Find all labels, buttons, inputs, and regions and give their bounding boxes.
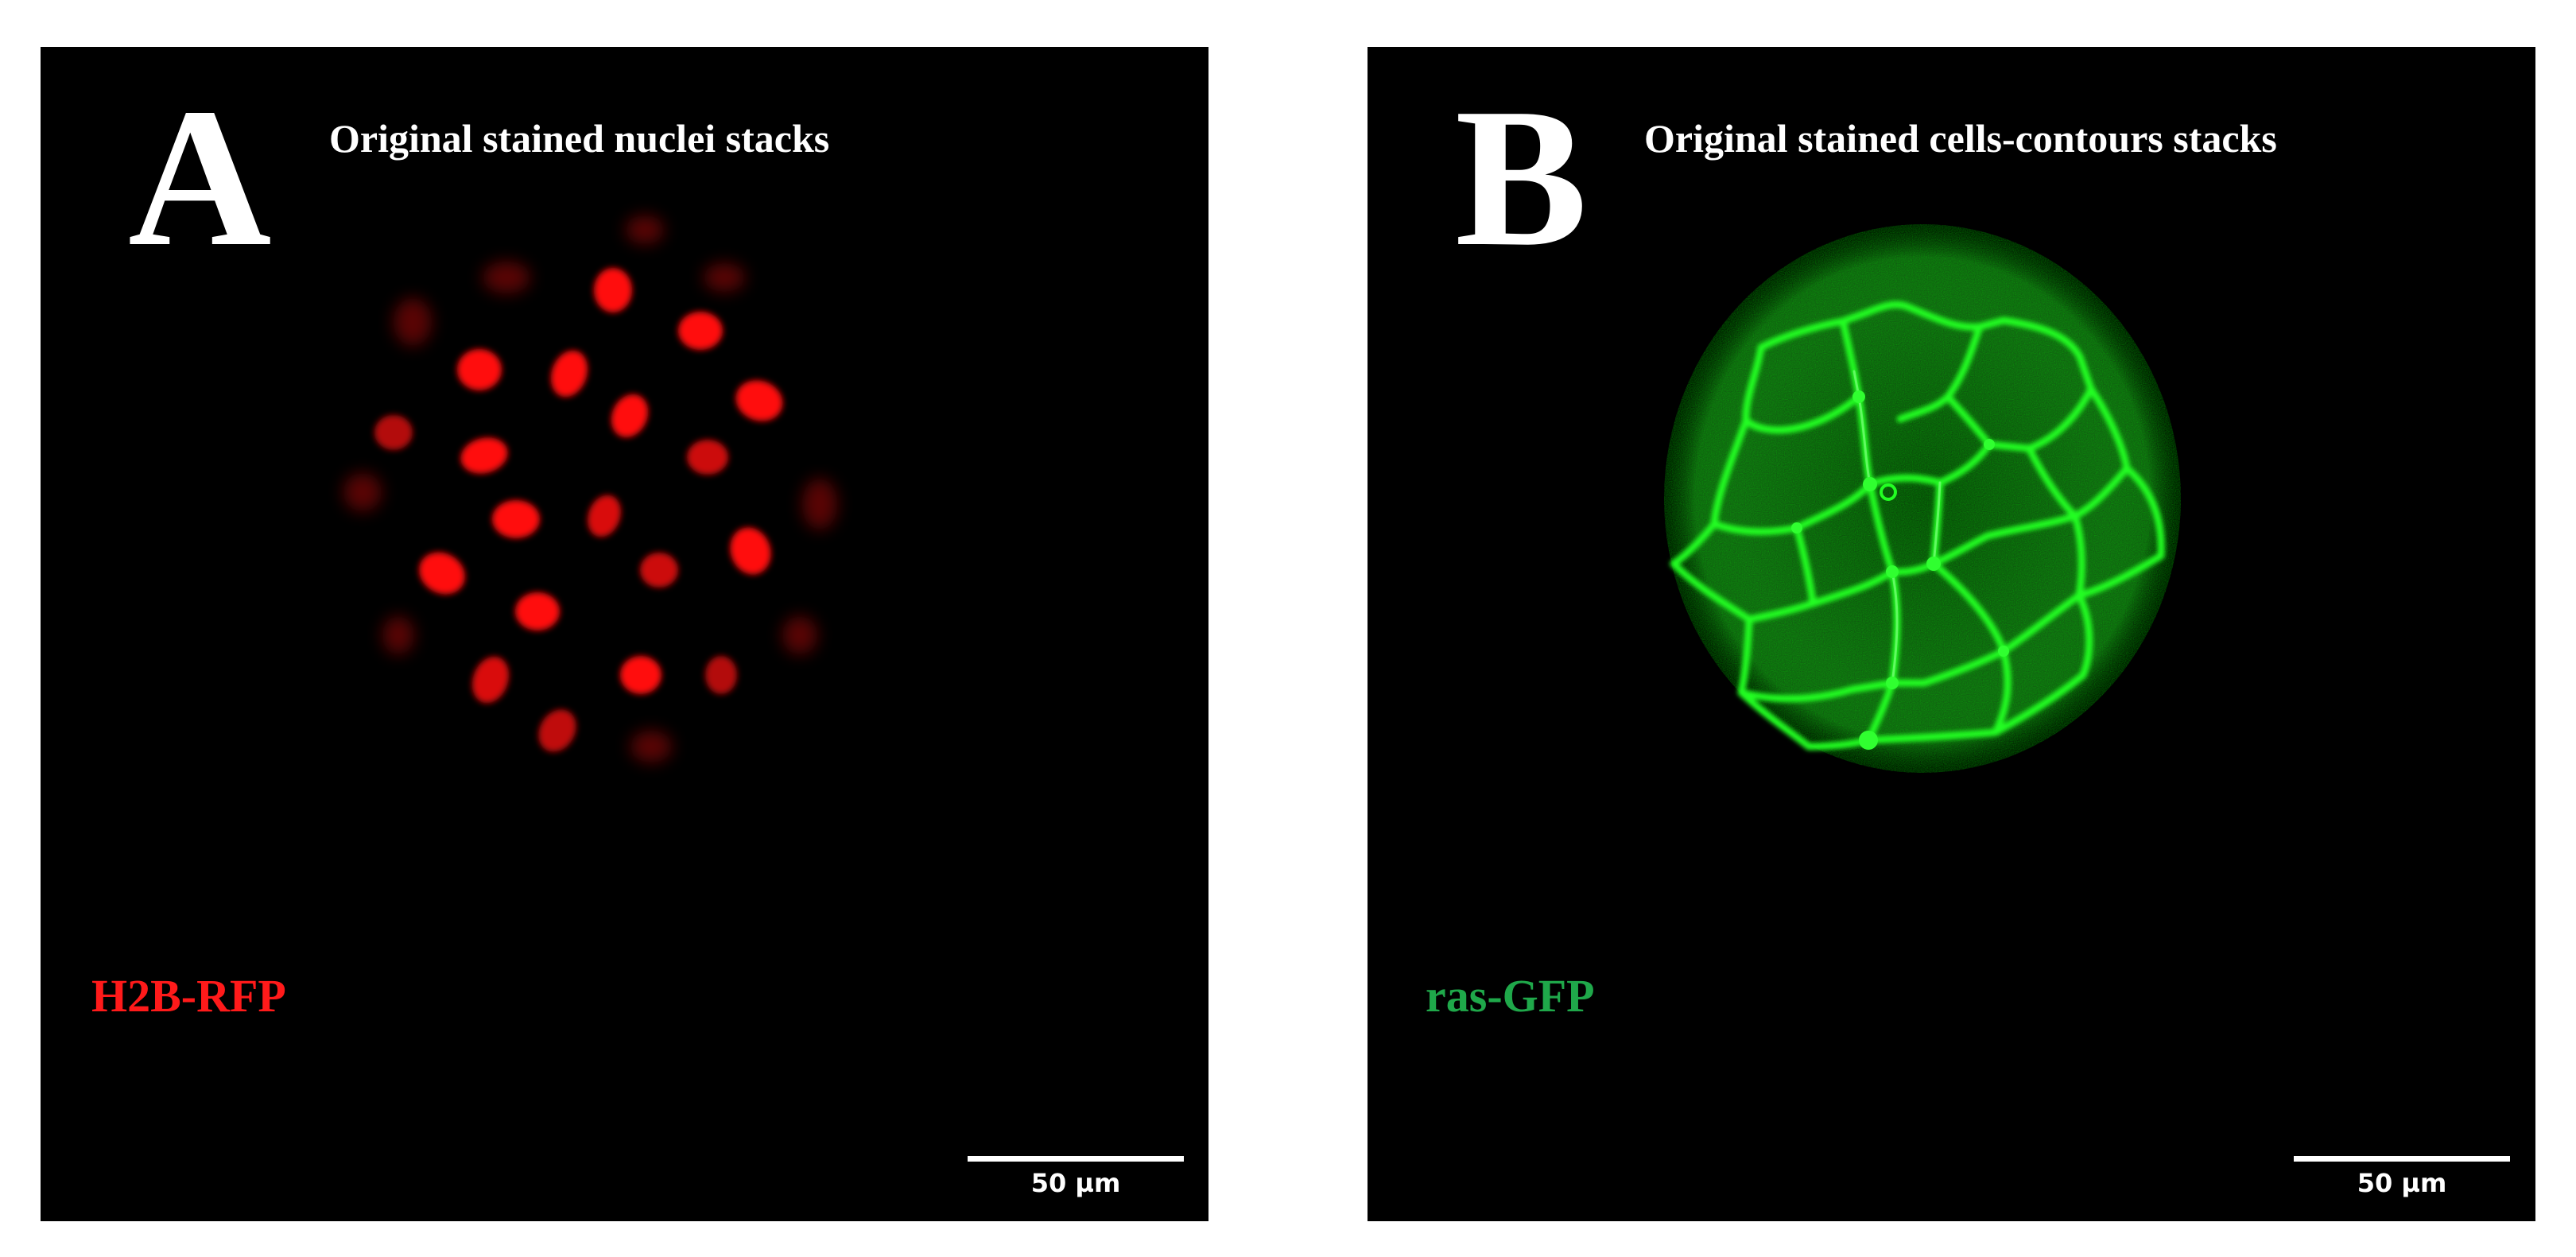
membrane xyxy=(1930,560,2008,655)
nucleus xyxy=(471,656,510,704)
nucleus xyxy=(588,495,621,537)
stain-label: H2B-RFP xyxy=(91,970,286,1022)
nucleus xyxy=(419,552,465,595)
nucleus xyxy=(515,592,560,630)
membrane xyxy=(1737,615,1753,696)
scale-bar-label: 50 µm xyxy=(2357,1168,2447,1198)
nucleus xyxy=(687,440,728,475)
nucleus xyxy=(374,415,413,450)
membrane xyxy=(1742,343,1765,425)
membrane xyxy=(2087,385,2131,472)
nucleus xyxy=(705,656,737,694)
nucleus xyxy=(550,350,588,398)
faint-nucleus xyxy=(802,479,837,530)
membrane xyxy=(2123,464,2165,560)
faint-nucleus xyxy=(394,298,432,346)
membrane xyxy=(2071,464,2131,520)
panel-title: Original stained nuclei stacks xyxy=(329,116,830,161)
panel-letter: B xyxy=(1455,68,1588,288)
stain-label: ras-GFP xyxy=(1426,970,1595,1022)
scale-bar-label: 50 µm xyxy=(1030,1168,1121,1198)
membrane xyxy=(1992,671,2087,736)
membrane-vesicle xyxy=(1880,483,1897,501)
membrane xyxy=(2000,592,2083,655)
scale-bar xyxy=(968,1156,1184,1162)
membrane-micrograph xyxy=(1664,224,2181,773)
membrane-highlight xyxy=(1932,481,1942,565)
nucleus xyxy=(492,500,540,538)
membrane xyxy=(1793,480,1874,532)
membrane xyxy=(1670,560,1753,623)
membrane xyxy=(1930,512,2079,568)
membrane xyxy=(1992,647,2012,736)
nucleus xyxy=(620,656,661,694)
cell-membranes xyxy=(1670,301,2165,751)
junction xyxy=(1886,565,1899,578)
membrane xyxy=(2075,552,2165,599)
panel-letter: A xyxy=(128,68,272,288)
junction xyxy=(1984,439,1995,450)
nucleus xyxy=(735,380,783,421)
faint-nucleus xyxy=(343,473,382,511)
nucleus xyxy=(460,437,508,474)
membrane xyxy=(1866,480,1896,576)
junction xyxy=(1859,731,1878,750)
nucleus xyxy=(538,709,576,752)
nuclei-group xyxy=(374,268,783,752)
nucleus xyxy=(730,527,771,575)
membrane xyxy=(2000,316,2095,393)
junction xyxy=(1886,677,1899,689)
junction xyxy=(1998,646,2009,657)
membrane xyxy=(1793,524,1817,607)
junction xyxy=(1863,477,1877,491)
membrane xyxy=(1888,647,2008,687)
junction xyxy=(1791,522,1802,533)
nucleus xyxy=(678,312,723,350)
nucleus xyxy=(640,553,678,588)
nuclei-micrograph xyxy=(343,215,837,762)
faint-nucleus xyxy=(483,262,530,293)
nucleus xyxy=(611,394,649,438)
membrane-junctions xyxy=(1791,390,2009,750)
membrane xyxy=(2025,444,2079,520)
membrane xyxy=(1745,599,1817,623)
membrane xyxy=(2071,512,2085,599)
faint-nuclei-group xyxy=(343,215,837,762)
embryo-grain xyxy=(1664,224,2181,773)
faint-nucleus xyxy=(782,616,817,654)
membrane xyxy=(1710,520,1801,536)
nucleus xyxy=(457,349,502,390)
membrane xyxy=(1710,417,1750,528)
membrane xyxy=(1670,520,1718,568)
faint-nucleus xyxy=(382,616,414,654)
faint-nucleus xyxy=(630,731,672,762)
faint-nucleus xyxy=(626,215,664,244)
nucleus xyxy=(594,268,632,312)
junction xyxy=(1852,390,1865,403)
membrane xyxy=(1864,728,2000,744)
panel-b: B Original stained cells-contours stacks… xyxy=(1368,47,2535,1221)
panel-title: Original stained cells-contours stacks xyxy=(1644,116,2277,161)
junction xyxy=(1926,557,1941,571)
panel-a: A Original stained nuclei stacks H2B-RFP… xyxy=(41,47,1208,1221)
membrane xyxy=(1737,679,1896,703)
membrane-highlight xyxy=(1891,570,1899,685)
scale-bar xyxy=(2294,1156,2510,1162)
membrane xyxy=(1859,301,2008,331)
membrane xyxy=(1742,393,1863,434)
membrane xyxy=(2075,592,2093,679)
faint-nucleus xyxy=(704,263,745,292)
membrane xyxy=(1809,568,1896,607)
membrane xyxy=(1737,689,1813,751)
